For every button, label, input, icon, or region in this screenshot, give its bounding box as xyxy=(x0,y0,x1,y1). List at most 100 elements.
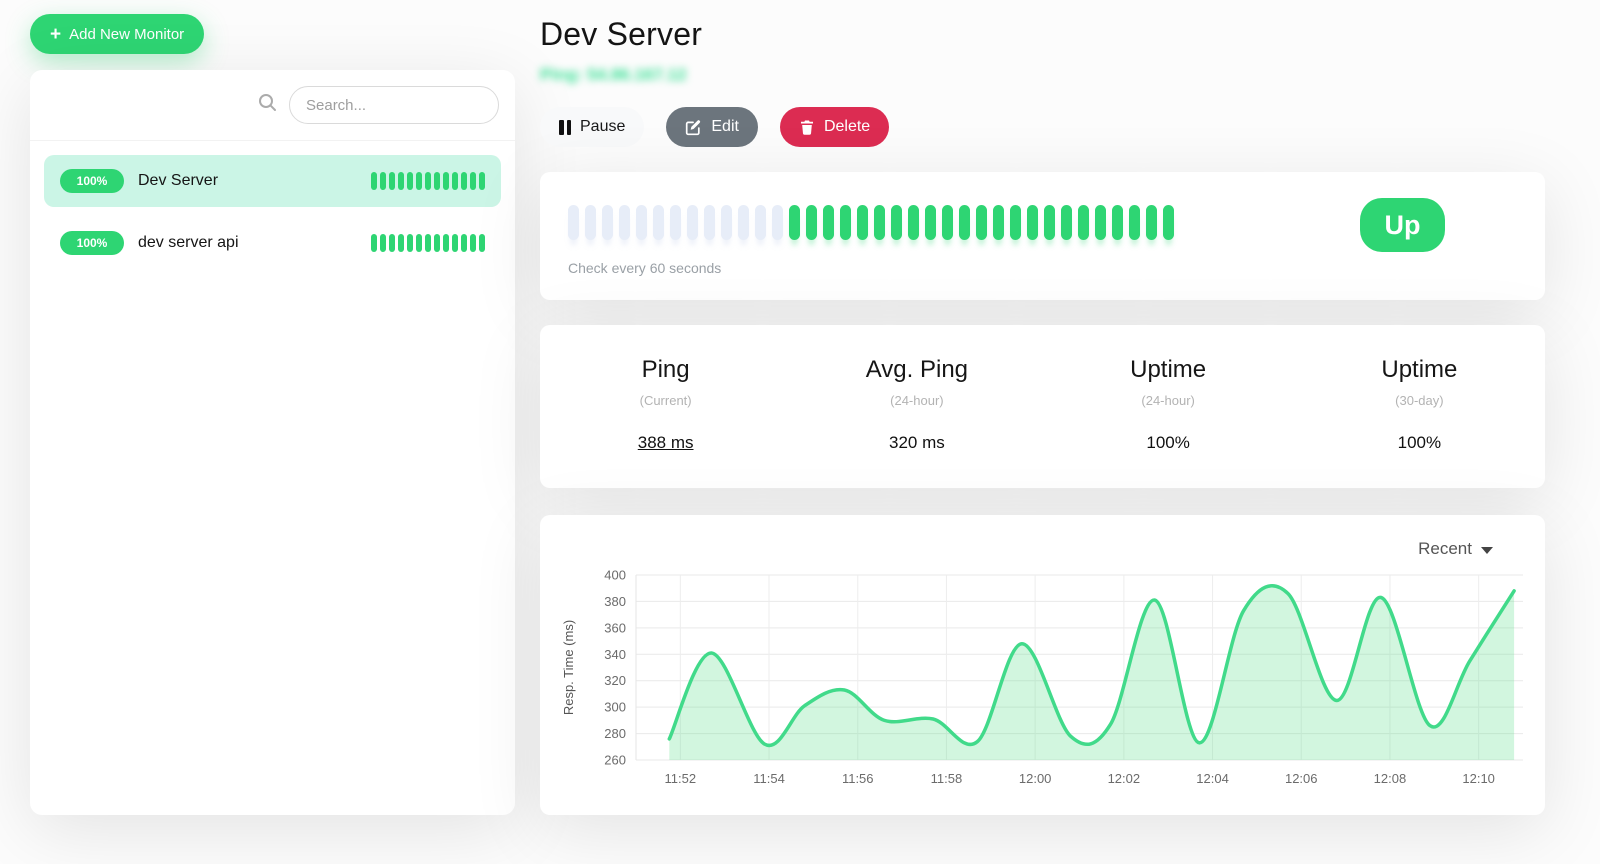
beat-up xyxy=(389,172,395,190)
beat-empty xyxy=(721,205,732,240)
delete-label: Delete xyxy=(823,118,871,135)
mini-heartbeat-bar xyxy=(371,234,485,252)
stat-subtitle: (30-day) xyxy=(1395,393,1444,408)
beat-up xyxy=(874,205,885,240)
beat-empty xyxy=(670,205,681,240)
edit-pencil-icon xyxy=(685,119,702,136)
beat-empty xyxy=(636,205,647,240)
beat-up xyxy=(470,172,476,190)
beat-up xyxy=(1010,205,1021,240)
beat-up xyxy=(434,234,440,252)
stat-value: 320 ms xyxy=(889,433,945,452)
page-title: Dev Server xyxy=(540,16,703,52)
beat-up xyxy=(443,172,449,190)
delete-button[interactable]: Delete xyxy=(779,107,890,147)
beat-up xyxy=(1112,205,1123,240)
svg-text:11:54: 11:54 xyxy=(753,771,785,786)
beat-up xyxy=(806,205,817,240)
beat-up xyxy=(1061,205,1072,240)
beat-up xyxy=(1027,205,1038,240)
beat-empty xyxy=(755,205,766,240)
beat-up xyxy=(380,172,386,190)
mini-heartbeat-bar xyxy=(371,172,485,190)
edit-label: Edit xyxy=(711,118,739,135)
response-time-chart[interactable]: 260 280 300 320 340 360 380 400 11:52 11:54 11:56 1… xyxy=(558,560,1548,808)
svg-text:12:08: 12:08 xyxy=(1374,771,1407,786)
beat-empty xyxy=(619,205,630,240)
beat-up xyxy=(479,172,485,190)
svg-text:12:00: 12:00 xyxy=(1019,771,1052,786)
beat-up xyxy=(891,205,902,240)
monitor-name: Dev Server xyxy=(138,172,219,189)
stat-title: Uptime xyxy=(1381,356,1458,383)
uptime-badge: 100% xyxy=(60,169,124,193)
beat-empty xyxy=(704,205,715,240)
search-row xyxy=(30,70,515,141)
response-time-chart-card: Recent 260 280 300 320 340 360 380 400 11:52 11:5… xyxy=(540,515,1545,815)
beat-up xyxy=(380,234,386,252)
svg-text:12:10: 12:10 xyxy=(1462,771,1495,786)
beat-up xyxy=(470,234,476,252)
beat-empty xyxy=(687,205,698,240)
heartbeat-card: Check every 60 seconds Up xyxy=(540,172,1545,300)
beat-up xyxy=(1095,205,1106,240)
beat-up xyxy=(452,234,458,252)
stat-value: 100% xyxy=(1397,433,1442,452)
status-badge: Up xyxy=(1360,198,1445,252)
beat-up xyxy=(789,205,800,240)
stat-subtitle: (24-hour) xyxy=(890,393,944,408)
beat-up xyxy=(407,172,413,190)
beat-up xyxy=(823,205,834,240)
chevron-down-icon xyxy=(1481,546,1493,554)
search-icon xyxy=(258,93,277,117)
monitor-sidebar: 100% Dev Server 100% dev server api xyxy=(30,70,515,815)
stat-block: Uptime (24-hour) 100% xyxy=(1043,356,1294,488)
svg-text:280: 280 xyxy=(604,726,626,741)
search-input[interactable] xyxy=(289,86,499,124)
svg-text:12:02: 12:02 xyxy=(1108,771,1141,786)
uptime-badge: 100% xyxy=(60,231,124,255)
chart-period-dropdown[interactable]: Recent xyxy=(1418,539,1493,559)
beat-up xyxy=(461,234,467,252)
beat-up xyxy=(443,234,449,252)
edit-button[interactable]: Edit xyxy=(666,107,758,147)
beat-up xyxy=(857,205,868,240)
svg-text:12:06: 12:06 xyxy=(1285,771,1318,786)
monitor-list-item[interactable]: 100% Dev Server xyxy=(44,155,501,207)
beat-up xyxy=(959,205,970,240)
svg-text:11:56: 11:56 xyxy=(842,771,874,786)
trash-icon xyxy=(799,119,815,136)
monitor-list-item[interactable]: 100% dev server api xyxy=(44,217,501,269)
beat-empty xyxy=(653,205,664,240)
svg-text:340: 340 xyxy=(604,647,626,662)
stat-value: 388 ms xyxy=(637,433,694,452)
beat-up xyxy=(1146,205,1157,240)
beat-up xyxy=(1078,205,1089,240)
svg-text:320: 320 xyxy=(604,673,626,688)
stat-title: Avg. Ping xyxy=(865,356,969,383)
beat-up xyxy=(976,205,987,240)
monitor-target-link[interactable]: Ping: 54.86.167.12 xyxy=(540,65,687,84)
beat-up xyxy=(398,234,404,252)
beat-up xyxy=(371,172,377,190)
svg-text:11:58: 11:58 xyxy=(931,771,963,786)
svg-text:12:04: 12:04 xyxy=(1196,771,1229,786)
beat-up xyxy=(452,172,458,190)
add-new-monitor-button[interactable]: + Add New Monitor xyxy=(30,14,205,54)
stats-card: Ping (Current) 388 ms Avg. Ping (24-hour… xyxy=(540,325,1545,488)
beat-up xyxy=(925,205,936,240)
add-new-monitor-label: Add New Monitor xyxy=(69,25,185,43)
beat-empty xyxy=(738,205,749,240)
beat-up xyxy=(1163,205,1174,240)
pause-button[interactable]: Pause xyxy=(540,107,645,147)
beat-up xyxy=(908,205,919,240)
beat-up xyxy=(461,172,467,190)
action-buttons: Pause Edit Delete xyxy=(540,107,1545,147)
pause-icon xyxy=(559,119,571,135)
beat-empty xyxy=(568,205,579,240)
beat-up xyxy=(942,205,953,240)
beat-up xyxy=(993,205,1004,240)
monitor-detail: Dev Server Ping: 54.86.167.12 Pause Edit xyxy=(540,0,1545,864)
stat-block: Ping (Current) 388 ms xyxy=(540,356,791,488)
heartbeat-bar[interactable] xyxy=(568,205,1174,240)
